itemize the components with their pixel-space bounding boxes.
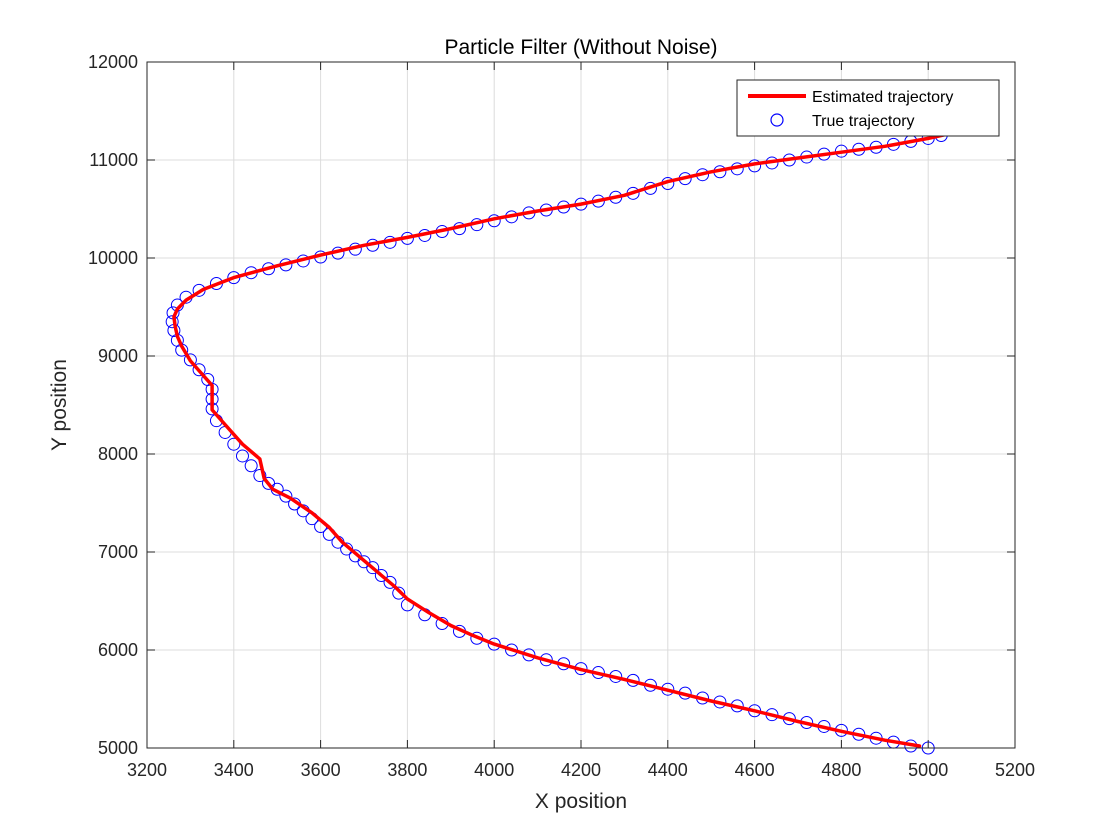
true-trajectory-point xyxy=(227,437,241,451)
y-tick-label: 5000 xyxy=(98,738,138,758)
y-axis-label: Y position xyxy=(48,359,71,451)
true-trajectory-point xyxy=(392,586,406,600)
plot-data xyxy=(165,129,948,755)
y-tick-label: 9000 xyxy=(98,346,138,366)
true-trajectory-point xyxy=(279,489,293,503)
true-trajectory-point xyxy=(235,449,249,463)
axis-ticks xyxy=(146,61,1016,749)
x-tick-label: 4600 xyxy=(735,760,775,780)
y-tick-label: 6000 xyxy=(98,640,138,660)
y-tick-label: 7000 xyxy=(98,542,138,562)
x-tick-label: 3800 xyxy=(387,760,427,780)
legend-true-swatch xyxy=(770,113,784,127)
y-tick-label: 12000 xyxy=(88,52,138,72)
true-trajectory-point xyxy=(262,476,276,490)
chart-title: Particle Filter (Without Noise) xyxy=(444,36,717,59)
true-trajectory-point xyxy=(383,575,397,589)
true-trajectory-point xyxy=(348,549,362,563)
y-tick-label: 11000 xyxy=(89,150,138,170)
legend: Estimated trajectory True trajectory xyxy=(736,79,1000,137)
x-tick-label: 5200 xyxy=(995,760,1035,780)
x-axis-label: X position xyxy=(535,790,627,813)
estimated-trajectory-line xyxy=(172,132,948,748)
legend-estimated-label: Estimated trajectory xyxy=(812,89,953,106)
x-tick-label: 4000 xyxy=(474,760,514,780)
x-tick-label: 5000 xyxy=(908,760,948,780)
true-trajectory-point xyxy=(374,569,388,583)
x-tick-label: 4200 xyxy=(561,760,601,780)
legend-true-label: True trajectory xyxy=(812,113,915,130)
x-tick-label: 3600 xyxy=(301,760,341,780)
x-tick-label: 3400 xyxy=(214,760,254,780)
x-tick-label: 4800 xyxy=(821,760,861,780)
true-trajectory-point xyxy=(253,469,267,483)
legend-box xyxy=(736,79,1000,137)
y-tick-label: 10000 xyxy=(88,248,138,268)
x-tick-label: 3200 xyxy=(127,760,167,780)
true-trajectory-point xyxy=(201,373,215,387)
true-trajectory-point xyxy=(183,353,197,367)
tick-labels: 3200 3400 3600 3800 4000 4200 4400 4600 4800 5000… xyxy=(88,52,1035,780)
true-trajectory-point xyxy=(165,315,179,329)
true-trajectory-point xyxy=(192,363,206,377)
y-tick-label: 8000 xyxy=(98,444,138,464)
true-trajectory-point xyxy=(487,637,501,651)
grid-lines xyxy=(146,61,1016,749)
x-tick-label: 4400 xyxy=(648,760,688,780)
true-trajectory-point xyxy=(244,459,258,473)
